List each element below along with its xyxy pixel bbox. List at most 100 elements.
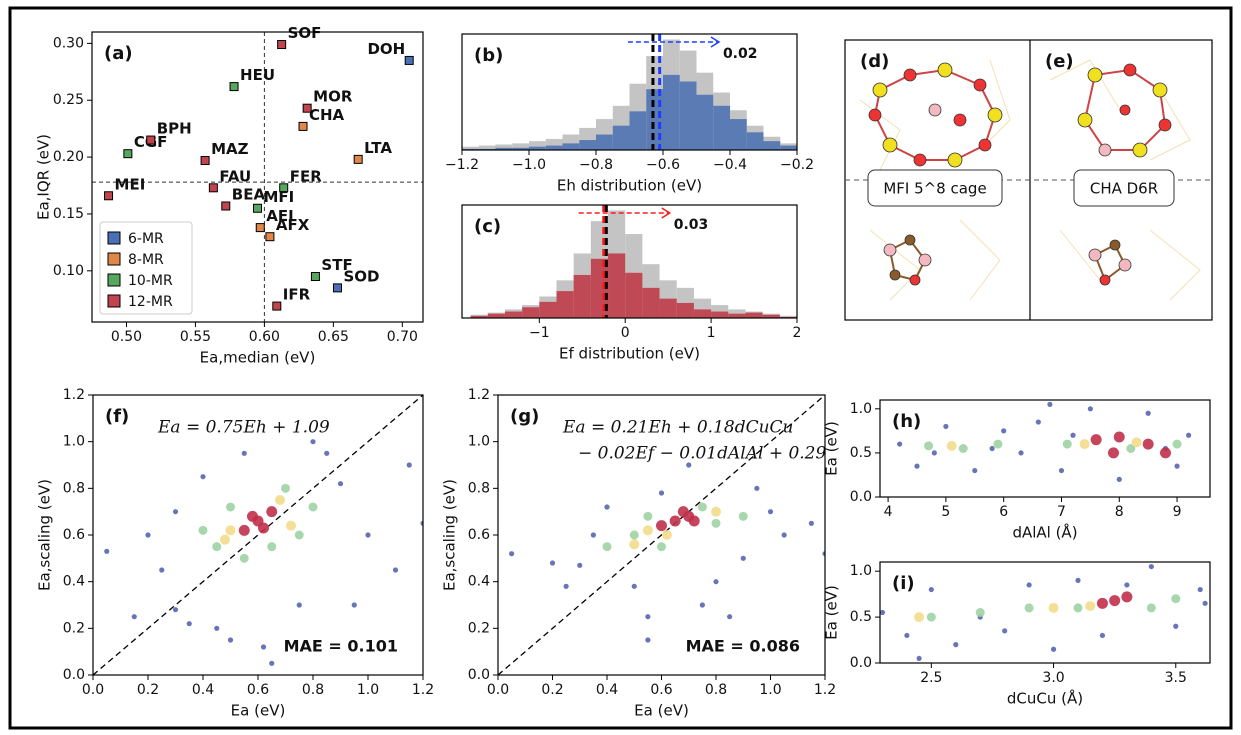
point (230, 83, 238, 91)
x-tick-label: 1 (707, 325, 716, 341)
point (278, 41, 286, 49)
x-tick-label: 0.60 (249, 329, 280, 345)
point (273, 302, 281, 310)
point (976, 608, 985, 617)
point (105, 192, 113, 200)
panel: DOHSODCHALTAAEIAFXHEUCGFFERMFISTFSOFMORB… (35, 24, 424, 366)
point (1124, 582, 1129, 587)
point (782, 532, 787, 537)
x-axis-label: Eh distribution (eV) (557, 177, 702, 195)
point (1198, 587, 1203, 592)
y-tick-label: 0.8 (63, 480, 85, 496)
histogram-bar (574, 275, 591, 318)
point (310, 439, 315, 444)
y-tick-label: 1.2 (468, 387, 490, 403)
x-tick-label: 0.0 (82, 682, 104, 698)
point (924, 441, 933, 450)
histogram-bar (730, 119, 747, 150)
point (228, 637, 233, 642)
point (261, 644, 266, 649)
y-tick-label: 0.0 (850, 655, 872, 671)
point (247, 511, 258, 522)
y-tick-label: 0.5 (850, 609, 872, 625)
histogram-bar (563, 143, 580, 150)
x-tick-label: 7 (1057, 504, 1066, 520)
point (632, 584, 637, 589)
histogram-bar (608, 253, 625, 318)
y-tick-label: 0.8 (468, 480, 490, 496)
legend-swatch (108, 232, 120, 244)
histogram-bar (694, 309, 711, 318)
histogram-bar (613, 126, 630, 150)
legend-swatch (108, 295, 120, 307)
point (1025, 603, 1034, 612)
legend-label: 12-MR (128, 294, 173, 310)
y-tick-label: 0.6 (468, 527, 490, 543)
x-tick-label: −0.8 (579, 157, 613, 173)
point (927, 613, 936, 622)
point (604, 504, 609, 509)
histogram-bar (697, 95, 714, 150)
panel: 0.03−1012Ef distribution (eV)(c) (462, 205, 801, 363)
point (1121, 591, 1132, 602)
point (754, 486, 759, 491)
point (365, 532, 370, 537)
point (1117, 477, 1122, 482)
point-label: BEA (232, 186, 266, 204)
point (656, 520, 667, 531)
equation: Ea = 0.75Eh + 1.09 (157, 418, 330, 438)
point (1049, 603, 1059, 613)
point (1027, 582, 1032, 587)
x-tick-label: 1.2 (412, 682, 434, 698)
x-axis-label: Ef distribution (eV) (559, 345, 700, 363)
panel: Ea = 0.21Eh + 0.18dCuCu− 0.02Ef − 0.01dA… (441, 387, 837, 720)
histogram-bar (660, 299, 677, 318)
annotation: 0.02 (723, 46, 758, 62)
point (1186, 433, 1191, 438)
point (124, 150, 132, 158)
point (643, 512, 652, 521)
x-tick-label: 0.2 (137, 682, 159, 698)
point-label: MEI (115, 175, 146, 193)
x-tick-label: −0.2 (780, 157, 814, 173)
point (1059, 468, 1064, 473)
point (727, 614, 732, 619)
histogram-bar (747, 132, 764, 150)
y-tick-label: 0.4 (63, 574, 85, 590)
point (226, 525, 236, 535)
point (1070, 433, 1075, 438)
panel-label: (g) (510, 406, 539, 427)
point-label: AFX (276, 216, 310, 234)
point (281, 484, 290, 493)
y-tick-label: 1.0 (850, 401, 872, 417)
point (1001, 428, 1006, 433)
y-axis-label: Ea,scaling (eV) (441, 479, 459, 591)
point (1018, 450, 1023, 455)
point (200, 474, 205, 479)
x-tick-label: 0.4 (596, 682, 618, 698)
point (352, 602, 357, 607)
panel: Ea = 0.75Eh + 1.09MAE = 0.1010.00.20.40.… (36, 387, 435, 720)
y-tick-label: 0.30 (53, 35, 84, 51)
x-tick-label: 0.70 (387, 329, 418, 345)
histogram-bar (596, 135, 613, 150)
y-tick-label: 0.10 (53, 263, 84, 279)
point-label: FAU (219, 167, 251, 185)
x-tick-label: 1.0 (357, 682, 379, 698)
point-label: IFR (283, 286, 311, 304)
point (1149, 564, 1154, 569)
plot-area (471, 205, 797, 318)
point-label: FER (290, 167, 322, 185)
y-axis-label: Ea (eV) (823, 421, 841, 476)
histogram-bar (546, 146, 563, 150)
point (159, 567, 164, 572)
point (698, 503, 707, 512)
point (324, 451, 329, 456)
point (104, 549, 109, 554)
x-tick-label: 0 (621, 325, 630, 341)
histogram-bar (630, 111, 647, 150)
x-axis-label: Ea (eV) (231, 702, 286, 720)
x-tick-label: 0.65 (318, 329, 349, 345)
x-tick-label: −1.0 (512, 157, 546, 173)
point (209, 184, 217, 192)
